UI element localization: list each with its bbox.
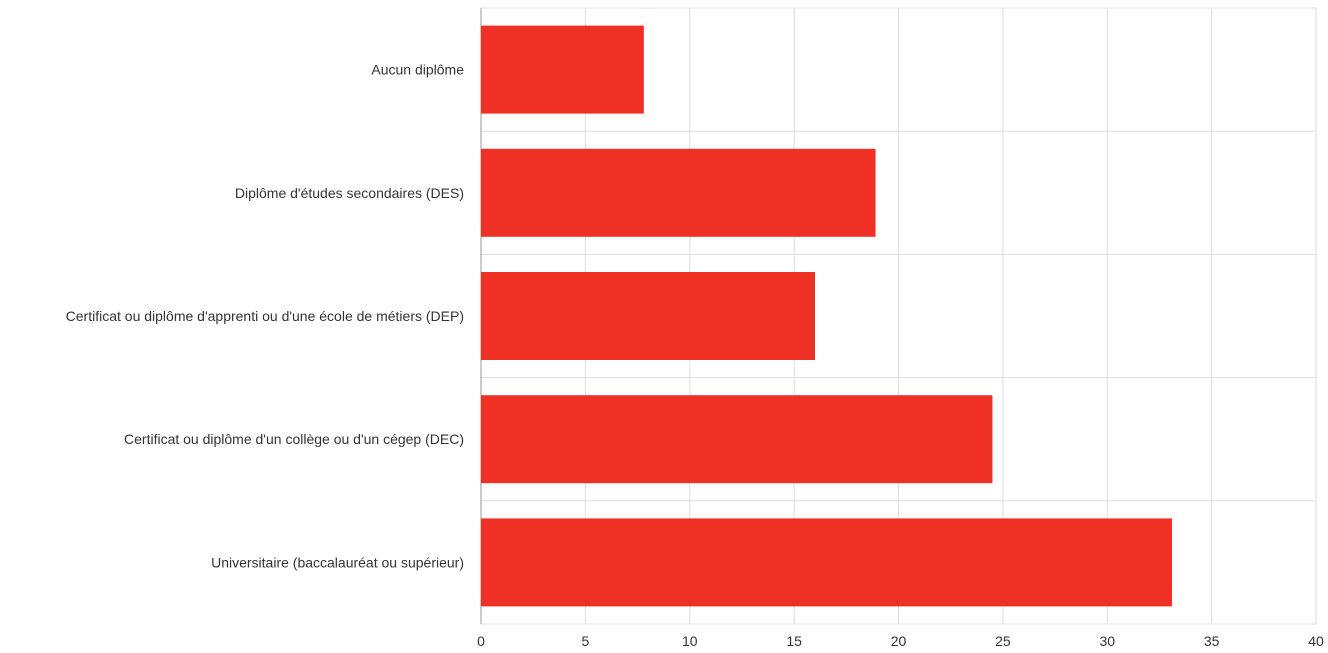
- x-tick-label: 30: [1099, 633, 1115, 649]
- x-tick-label: 15: [786, 633, 802, 649]
- bar[interactable]: [481, 148, 876, 237]
- category-label: Universitaire (baccalauréat ou supérieur…: [211, 554, 464, 570]
- grid-layer: [480, 7, 1317, 625]
- category-label: Diplôme d'études secondaires (DES): [235, 185, 464, 201]
- bar[interactable]: [481, 518, 1172, 607]
- x-tick-label: 20: [891, 633, 907, 649]
- x-axis-ticks: 0 5 10 15 20 25 30 35 40: [477, 633, 1324, 649]
- category-labels: Aucun diplôme Diplôme d'études secondaire…: [66, 62, 465, 571]
- x-tick-label: 25: [995, 633, 1011, 649]
- x-tick-label: 0: [477, 633, 485, 649]
- x-tick-label: 10: [682, 633, 698, 649]
- x-tick-label: 5: [581, 633, 589, 649]
- bar[interactable]: [481, 272, 815, 360]
- category-label: Aucun diplôme: [371, 62, 464, 78]
- bar[interactable]: [481, 25, 644, 114]
- x-tick-label: 35: [1204, 633, 1220, 649]
- x-tick-label: 40: [1308, 633, 1324, 649]
- bar-layer: [481, 25, 1172, 607]
- bar[interactable]: [481, 395, 993, 484]
- category-label: Certificat ou diplôme d'apprenti ou d'un…: [66, 308, 464, 324]
- category-label: Certificat ou diplôme d'un collège ou d'…: [124, 431, 464, 447]
